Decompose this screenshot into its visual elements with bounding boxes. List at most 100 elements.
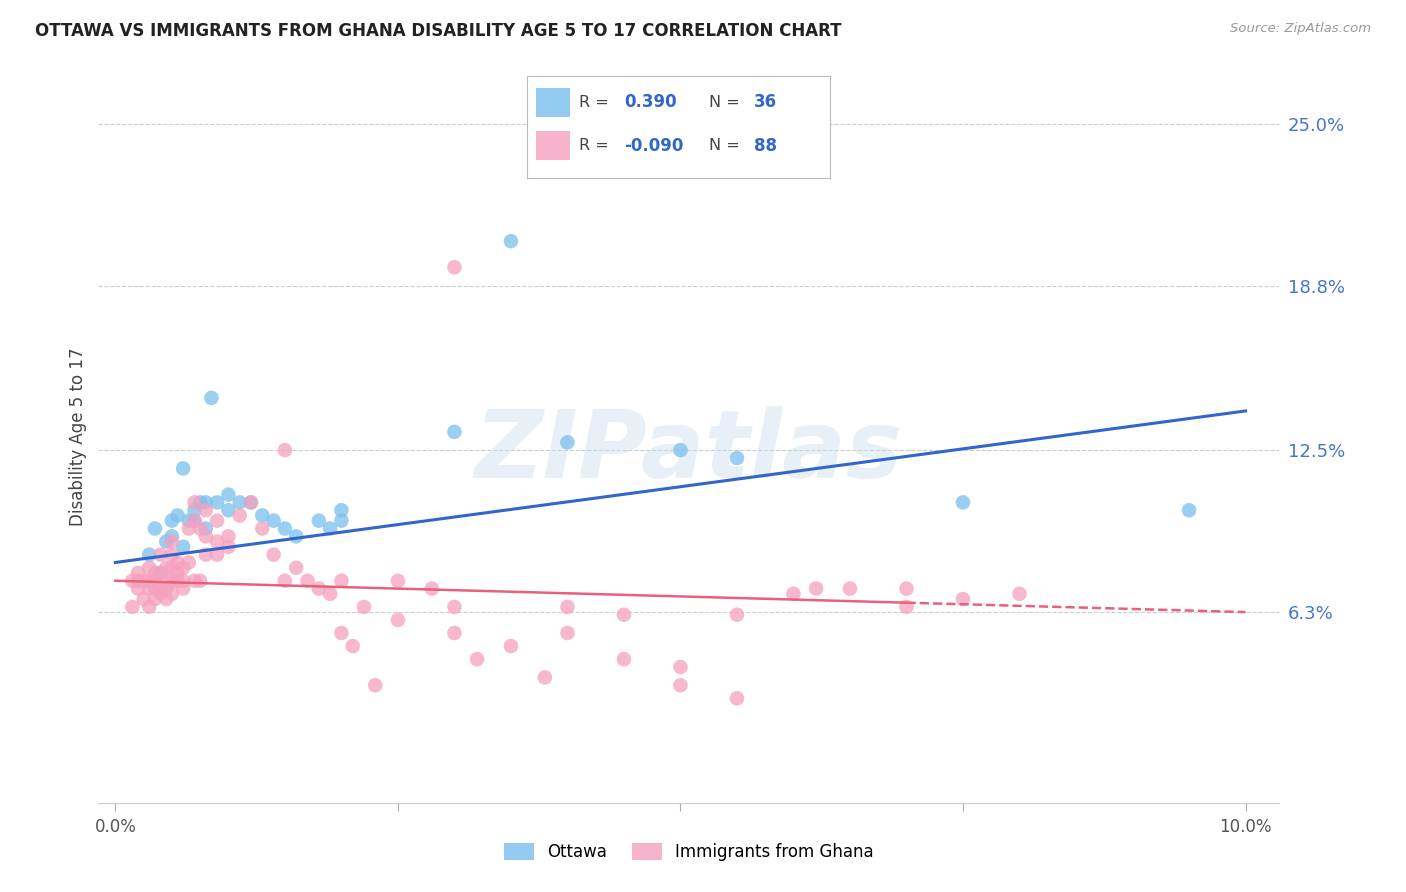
Point [285,560,308,574]
Point [172,574,194,588]
Point [172,560,194,574]
Point [160,529,183,543]
Point [155,592,177,607]
Point [465,652,488,666]
Point [274,574,297,588]
Point [172,582,194,596]
Point [166,574,188,588]
Text: R =: R = [579,138,613,153]
Point [319,587,342,601]
Point [499,639,522,653]
Point [952,592,974,607]
Text: 88: 88 [754,136,778,154]
Point [194,495,217,509]
Point [1008,587,1031,601]
Point [443,626,465,640]
Point [613,607,636,622]
Point [143,574,166,588]
Point [557,599,579,614]
Point [319,521,342,535]
Point [252,508,274,523]
Point [330,574,353,588]
Point [138,582,160,596]
Point [330,514,353,528]
Point [274,521,297,535]
Text: N =: N = [709,138,745,153]
Point [149,566,172,580]
Point [443,599,465,614]
Point [804,582,827,596]
Point [217,529,239,543]
Point [188,521,211,535]
Point [143,566,166,580]
Bar [536,88,569,117]
Point [160,560,183,574]
Point [138,599,160,614]
Point [240,495,263,509]
Point [149,587,172,601]
Text: -0.090: -0.090 [624,136,683,154]
Legend: Ottawa, Immigrants from Ghana: Ottawa, Immigrants from Ghana [498,836,880,868]
Text: N =: N = [709,95,745,110]
Point [217,540,239,554]
Point [127,574,149,588]
Point [228,495,250,509]
Point [188,495,211,509]
Point [285,529,308,543]
Point [228,508,250,523]
Point [1178,503,1201,517]
Point [557,435,579,450]
Point [138,574,160,588]
Point [534,670,557,684]
Text: ZIPatlas: ZIPatlas [475,406,903,498]
Point [263,548,285,562]
Point [166,508,188,523]
Point [420,582,443,596]
Point [205,548,228,562]
Point [155,534,177,549]
Point [183,514,205,528]
Point [194,503,217,517]
Point [121,574,143,588]
Point [155,574,177,588]
Text: 36: 36 [754,94,778,112]
Point [308,514,330,528]
Point [194,521,217,535]
Point [217,503,239,517]
Point [138,548,160,562]
Point [252,521,274,535]
Point [155,560,177,574]
Point [160,534,183,549]
Point [127,582,149,596]
Point [896,582,918,596]
Point [143,582,166,596]
Point [172,461,194,475]
Point [499,234,522,248]
Point [274,443,297,458]
Point [138,560,160,574]
Point [297,574,319,588]
Point [177,556,200,570]
Point [200,391,222,405]
Point [443,260,465,275]
Point [205,534,228,549]
Point [364,678,387,692]
Point [160,514,183,528]
Point [387,613,409,627]
Point [143,521,166,535]
Point [149,548,172,562]
Point [669,678,692,692]
Point [177,514,200,528]
Point [166,556,188,570]
Point [725,691,748,706]
Point [725,607,748,622]
Point [149,582,172,596]
Point [149,566,172,580]
Point [132,592,155,607]
Point [205,514,228,528]
Point [183,514,205,528]
Point [183,503,205,517]
Point [240,495,263,509]
Point [387,574,409,588]
Point [160,574,183,588]
